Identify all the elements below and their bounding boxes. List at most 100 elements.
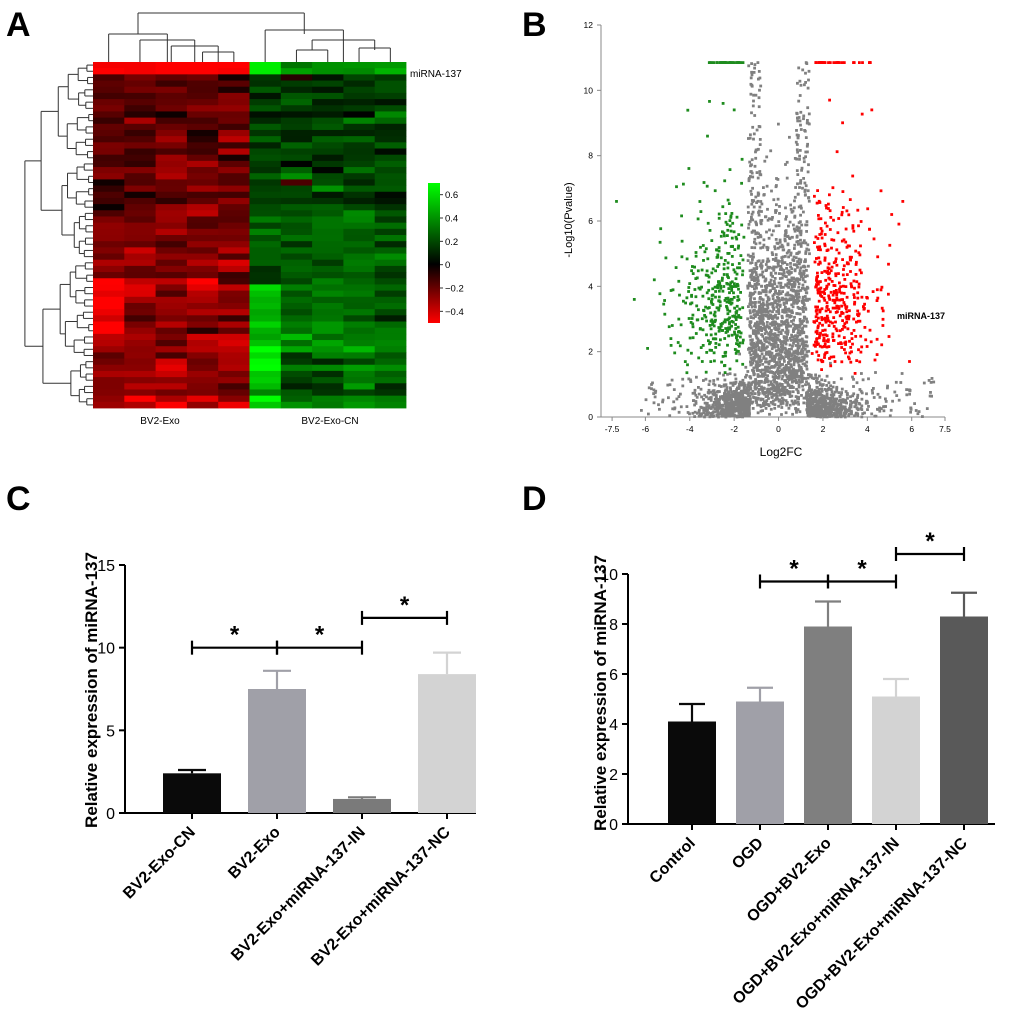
- volcano-point: [796, 400, 800, 404]
- heatmap-cell: [124, 99, 156, 106]
- volcano-point: [779, 323, 783, 327]
- volcano-point: [789, 253, 793, 257]
- volcano-point: [694, 251, 698, 254]
- volcano-point: [738, 341, 742, 345]
- volcano-point: [863, 302, 866, 306]
- volcano-point: [723, 61, 727, 64]
- volcano-point: [719, 322, 723, 326]
- volcano-point: [818, 344, 822, 348]
- volcano-point: [790, 285, 794, 289]
- volcano-point: [757, 384, 761, 388]
- volcano-point: [758, 76, 762, 80]
- volcano-point: [708, 415, 712, 419]
- volcano-point: [831, 321, 834, 325]
- volcano-point: [827, 409, 831, 413]
- volcano-point: [754, 195, 758, 199]
- volcano-point: [726, 343, 729, 347]
- volcano-point: [756, 353, 759, 357]
- volcano-point: [751, 285, 754, 288]
- volcano-point: [717, 329, 721, 333]
- heatmap-cell: [155, 358, 188, 366]
- heatmap-cell: [186, 111, 219, 119]
- volcano-point: [818, 321, 822, 325]
- volcano-point: [705, 401, 709, 405]
- heatmap-cell: [124, 235, 156, 242]
- volcano-point: [788, 315, 792, 318]
- volcano-point: [677, 279, 681, 283]
- volcano-point: [729, 281, 733, 285]
- volcano-point: [739, 403, 742, 407]
- heatmap-cell: [249, 86, 282, 94]
- bar-chart-d: Relative expression of miRNA-137 0246810…: [591, 528, 995, 1013]
- volcano-point: [719, 284, 722, 288]
- volcano-point: [712, 324, 716, 328]
- volcano-point: [707, 339, 710, 343]
- volcano-point: [776, 344, 780, 348]
- heatmap-cell: [280, 253, 313, 261]
- volcano-point: [799, 275, 803, 279]
- volcano-point: [715, 256, 719, 259]
- heatmap-cell: [280, 142, 313, 149]
- volcano-point: [805, 380, 808, 384]
- volcano-point: [841, 400, 844, 404]
- heatmap-cell: [124, 86, 156, 94]
- volcano-point: [819, 293, 822, 297]
- volcano-point: [794, 344, 798, 347]
- volcano-point: [838, 413, 842, 417]
- volcano-point: [789, 262, 792, 265]
- volcano-point: [798, 380, 802, 384]
- volcano-point: [854, 401, 858, 405]
- volcano-point: [865, 345, 869, 348]
- heatmap-cell: [280, 284, 313, 292]
- volcano-point: [778, 245, 782, 249]
- volcano-point: [873, 414, 877, 418]
- volcano-point: [838, 290, 842, 294]
- volcano-point: [720, 279, 724, 282]
- volcano-point: [800, 166, 804, 170]
- volcano-point: [804, 383, 807, 387]
- volcano-point: [815, 284, 818, 288]
- heatmap-cell: [186, 179, 219, 186]
- volcano-point: [846, 396, 849, 400]
- heatmap-cell: [93, 370, 125, 378]
- volcano-point: [746, 398, 750, 401]
- volcano-point: [757, 382, 761, 386]
- heatmap-cell: [218, 99, 250, 106]
- volcano-point: [856, 296, 860, 300]
- heatmap-cell: [280, 160, 313, 168]
- volcano-point: [830, 414, 834, 417]
- volcano-point: [802, 269, 806, 273]
- volcano-point: [823, 404, 827, 408]
- volcano-point: [680, 255, 684, 259]
- panel-letter-a: A: [6, 6, 31, 44]
- volcano-point: [837, 272, 840, 275]
- heatmap-cell: [343, 358, 376, 366]
- volcano-point: [750, 305, 754, 309]
- volcano-point: [766, 325, 769, 329]
- heatmap-cell: [249, 68, 282, 75]
- colorbar-tick-label: 0.2: [445, 237, 458, 248]
- volcano-point: [772, 265, 776, 269]
- heatmap-cell: [186, 247, 219, 254]
- volcano-point: [661, 400, 664, 404]
- colorbar-bar: [428, 183, 440, 323]
- heatmap-cell: [343, 160, 376, 168]
- volcano-point: [793, 298, 797, 302]
- heatmap-cell: [312, 346, 344, 353]
- volcano-point: [780, 370, 784, 374]
- volcano-point: [801, 283, 805, 287]
- volcano-point: [754, 271, 758, 274]
- volcano-point: [805, 269, 808, 272]
- heatmap-cell: [249, 210, 282, 217]
- heatmap-cell: [155, 309, 188, 316]
- volcano-point: [783, 346, 787, 350]
- volcano-point: [785, 363, 788, 367]
- volcano-point: [781, 290, 784, 293]
- volcano-point: [696, 217, 700, 221]
- volcano-point: [715, 306, 719, 310]
- volcano-point: [783, 234, 787, 237]
- volcano-point: [787, 361, 790, 364]
- volcano-point: [705, 413, 709, 416]
- volcano-point: [726, 266, 730, 270]
- volcano-point: [780, 377, 784, 381]
